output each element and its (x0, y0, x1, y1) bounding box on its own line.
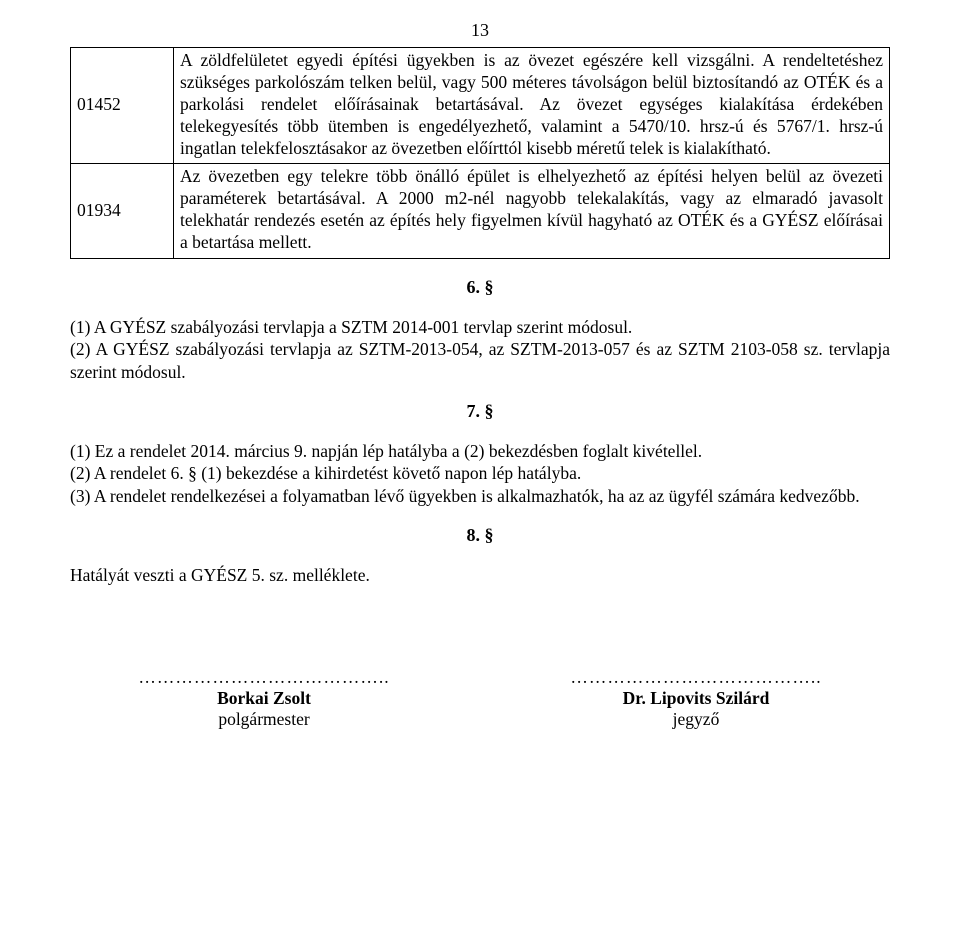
section-7-p3: (3) A rendelet rendelkezései a folyamatb… (70, 485, 890, 507)
row-code: 01934 (71, 164, 174, 259)
regulation-table: 01452 A zöldfelületet egyedi építési ügy… (70, 47, 890, 259)
page-number: 13 (70, 20, 890, 41)
section-8-heading: 8. § (70, 525, 890, 546)
table-row: 01452 A zöldfelületet egyedi építési ügy… (71, 48, 890, 164)
signatory-title: jegyző (552, 709, 840, 730)
signature-block: ………………………………….. Borkai Zsolt polgármeste… (70, 667, 890, 730)
row-code: 01452 (71, 48, 174, 164)
section-7-heading: 7. § (70, 401, 890, 422)
table-row: 01934 Az övezetben egy telekre több önál… (71, 164, 890, 259)
section-8-p1: Hatályát veszti a GYÉSZ 5. sz. melléklet… (70, 564, 890, 586)
section-6-p2: (2) A GYÉSZ szabályozási tervlapja az SZ… (70, 338, 890, 383)
section-7-p2: (2) A rendelet 6. § (1) bekezdése a kihi… (70, 462, 890, 484)
signature-left: ………………………………….. Borkai Zsolt polgármeste… (120, 667, 408, 730)
signatory-name: Borkai Zsolt (120, 688, 408, 709)
document-page: 13 01452 A zöldfelületet egyedi építési … (0, 0, 960, 945)
signatory-name: Dr. Lipovits Szilárd (552, 688, 840, 709)
section-6-p1: (1) A GYÉSZ szabályozási tervlapja a SZT… (70, 316, 890, 338)
row-text: Az övezetben egy telekre több önálló épü… (174, 164, 890, 259)
section-6-heading: 6. § (70, 277, 890, 298)
signature-line: ………………………………….. (552, 667, 840, 688)
section-7-p1: (1) Ez a rendelet 2014. március 9. napjá… (70, 440, 890, 462)
signature-right: ………………………………….. Dr. Lipovits Szilárd jeg… (552, 667, 840, 730)
signature-line: ………………………………….. (120, 667, 408, 688)
signatory-title: polgármester (120, 709, 408, 730)
row-text: A zöldfelületet egyedi építési ügyekben … (174, 48, 890, 164)
